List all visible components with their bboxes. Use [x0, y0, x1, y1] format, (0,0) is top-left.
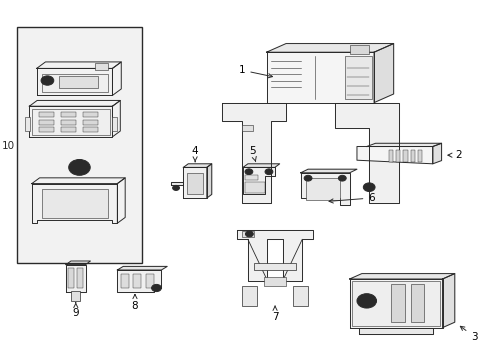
- Polygon shape: [32, 184, 117, 223]
- Bar: [186, 173, 203, 194]
- Polygon shape: [266, 44, 393, 52]
- Bar: [83, 112, 98, 117]
- Polygon shape: [442, 274, 454, 328]
- Bar: [68, 268, 74, 288]
- Text: 3: 3: [459, 326, 477, 342]
- Polygon shape: [373, 44, 393, 103]
- Bar: [83, 127, 98, 132]
- Polygon shape: [112, 100, 120, 137]
- Polygon shape: [183, 164, 211, 167]
- Polygon shape: [117, 270, 161, 292]
- Bar: [264, 277, 285, 286]
- Circle shape: [245, 231, 253, 237]
- Bar: [245, 175, 257, 180]
- Polygon shape: [37, 62, 121, 68]
- Bar: [344, 56, 371, 99]
- Bar: [242, 125, 252, 131]
- Polygon shape: [222, 103, 285, 203]
- Polygon shape: [243, 167, 274, 194]
- Polygon shape: [243, 164, 279, 167]
- Bar: [403, 150, 407, 162]
- Bar: [305, 178, 339, 200]
- Text: 6: 6: [328, 193, 374, 203]
- Bar: [77, 268, 83, 288]
- Polygon shape: [37, 68, 112, 95]
- Polygon shape: [356, 147, 432, 164]
- Polygon shape: [66, 261, 90, 265]
- Bar: [41, 74, 107, 92]
- Bar: [410, 284, 424, 322]
- Bar: [242, 286, 256, 306]
- Polygon shape: [117, 178, 125, 223]
- Bar: [61, 112, 76, 117]
- Text: 7: 7: [271, 306, 278, 322]
- Polygon shape: [29, 100, 120, 106]
- Circle shape: [172, 185, 179, 190]
- Bar: [41, 189, 107, 218]
- Bar: [61, 120, 76, 125]
- Polygon shape: [112, 62, 121, 95]
- Circle shape: [248, 183, 260, 192]
- Bar: [39, 112, 54, 117]
- Bar: [388, 150, 392, 162]
- Circle shape: [338, 175, 346, 181]
- Circle shape: [363, 183, 374, 192]
- Polygon shape: [117, 266, 167, 270]
- Bar: [95, 63, 107, 70]
- Bar: [245, 182, 264, 193]
- Polygon shape: [66, 265, 85, 292]
- Circle shape: [244, 169, 252, 175]
- Polygon shape: [334, 103, 398, 203]
- Polygon shape: [300, 173, 349, 205]
- Bar: [83, 120, 98, 125]
- Bar: [71, 291, 80, 301]
- Polygon shape: [359, 328, 432, 334]
- Bar: [351, 281, 439, 326]
- Bar: [395, 150, 400, 162]
- Text: 1: 1: [238, 65, 272, 78]
- Circle shape: [151, 284, 161, 292]
- Text: 8: 8: [131, 294, 138, 311]
- Bar: [145, 274, 153, 288]
- Bar: [39, 120, 54, 125]
- Polygon shape: [349, 274, 454, 279]
- Text: 4: 4: [191, 146, 198, 162]
- Circle shape: [264, 169, 272, 175]
- Bar: [59, 76, 98, 88]
- Polygon shape: [237, 230, 312, 281]
- Polygon shape: [432, 143, 441, 164]
- Polygon shape: [32, 178, 125, 184]
- Text: 5: 5: [249, 146, 256, 162]
- Circle shape: [41, 76, 54, 85]
- Text: 9: 9: [72, 303, 79, 318]
- Bar: [242, 231, 254, 237]
- Circle shape: [68, 159, 90, 175]
- Bar: [121, 274, 129, 288]
- Polygon shape: [366, 143, 441, 147]
- Text: 10: 10: [2, 141, 15, 151]
- Bar: [133, 274, 141, 288]
- Circle shape: [304, 175, 311, 181]
- Polygon shape: [206, 164, 211, 198]
- Bar: [390, 284, 404, 322]
- Bar: [254, 263, 295, 270]
- Circle shape: [356, 294, 376, 308]
- Bar: [61, 127, 76, 132]
- Bar: [293, 286, 307, 306]
- Polygon shape: [349, 279, 442, 328]
- Polygon shape: [183, 167, 206, 198]
- Bar: [417, 150, 422, 162]
- Bar: [25, 117, 30, 131]
- Polygon shape: [171, 182, 183, 185]
- Polygon shape: [300, 169, 356, 173]
- Polygon shape: [266, 52, 373, 103]
- Bar: [39, 127, 54, 132]
- Bar: [17, 27, 142, 263]
- Bar: [410, 150, 414, 162]
- Text: 2: 2: [447, 150, 461, 160]
- Polygon shape: [29, 106, 112, 137]
- Bar: [112, 117, 117, 131]
- Bar: [32, 109, 110, 135]
- Bar: [349, 45, 368, 54]
